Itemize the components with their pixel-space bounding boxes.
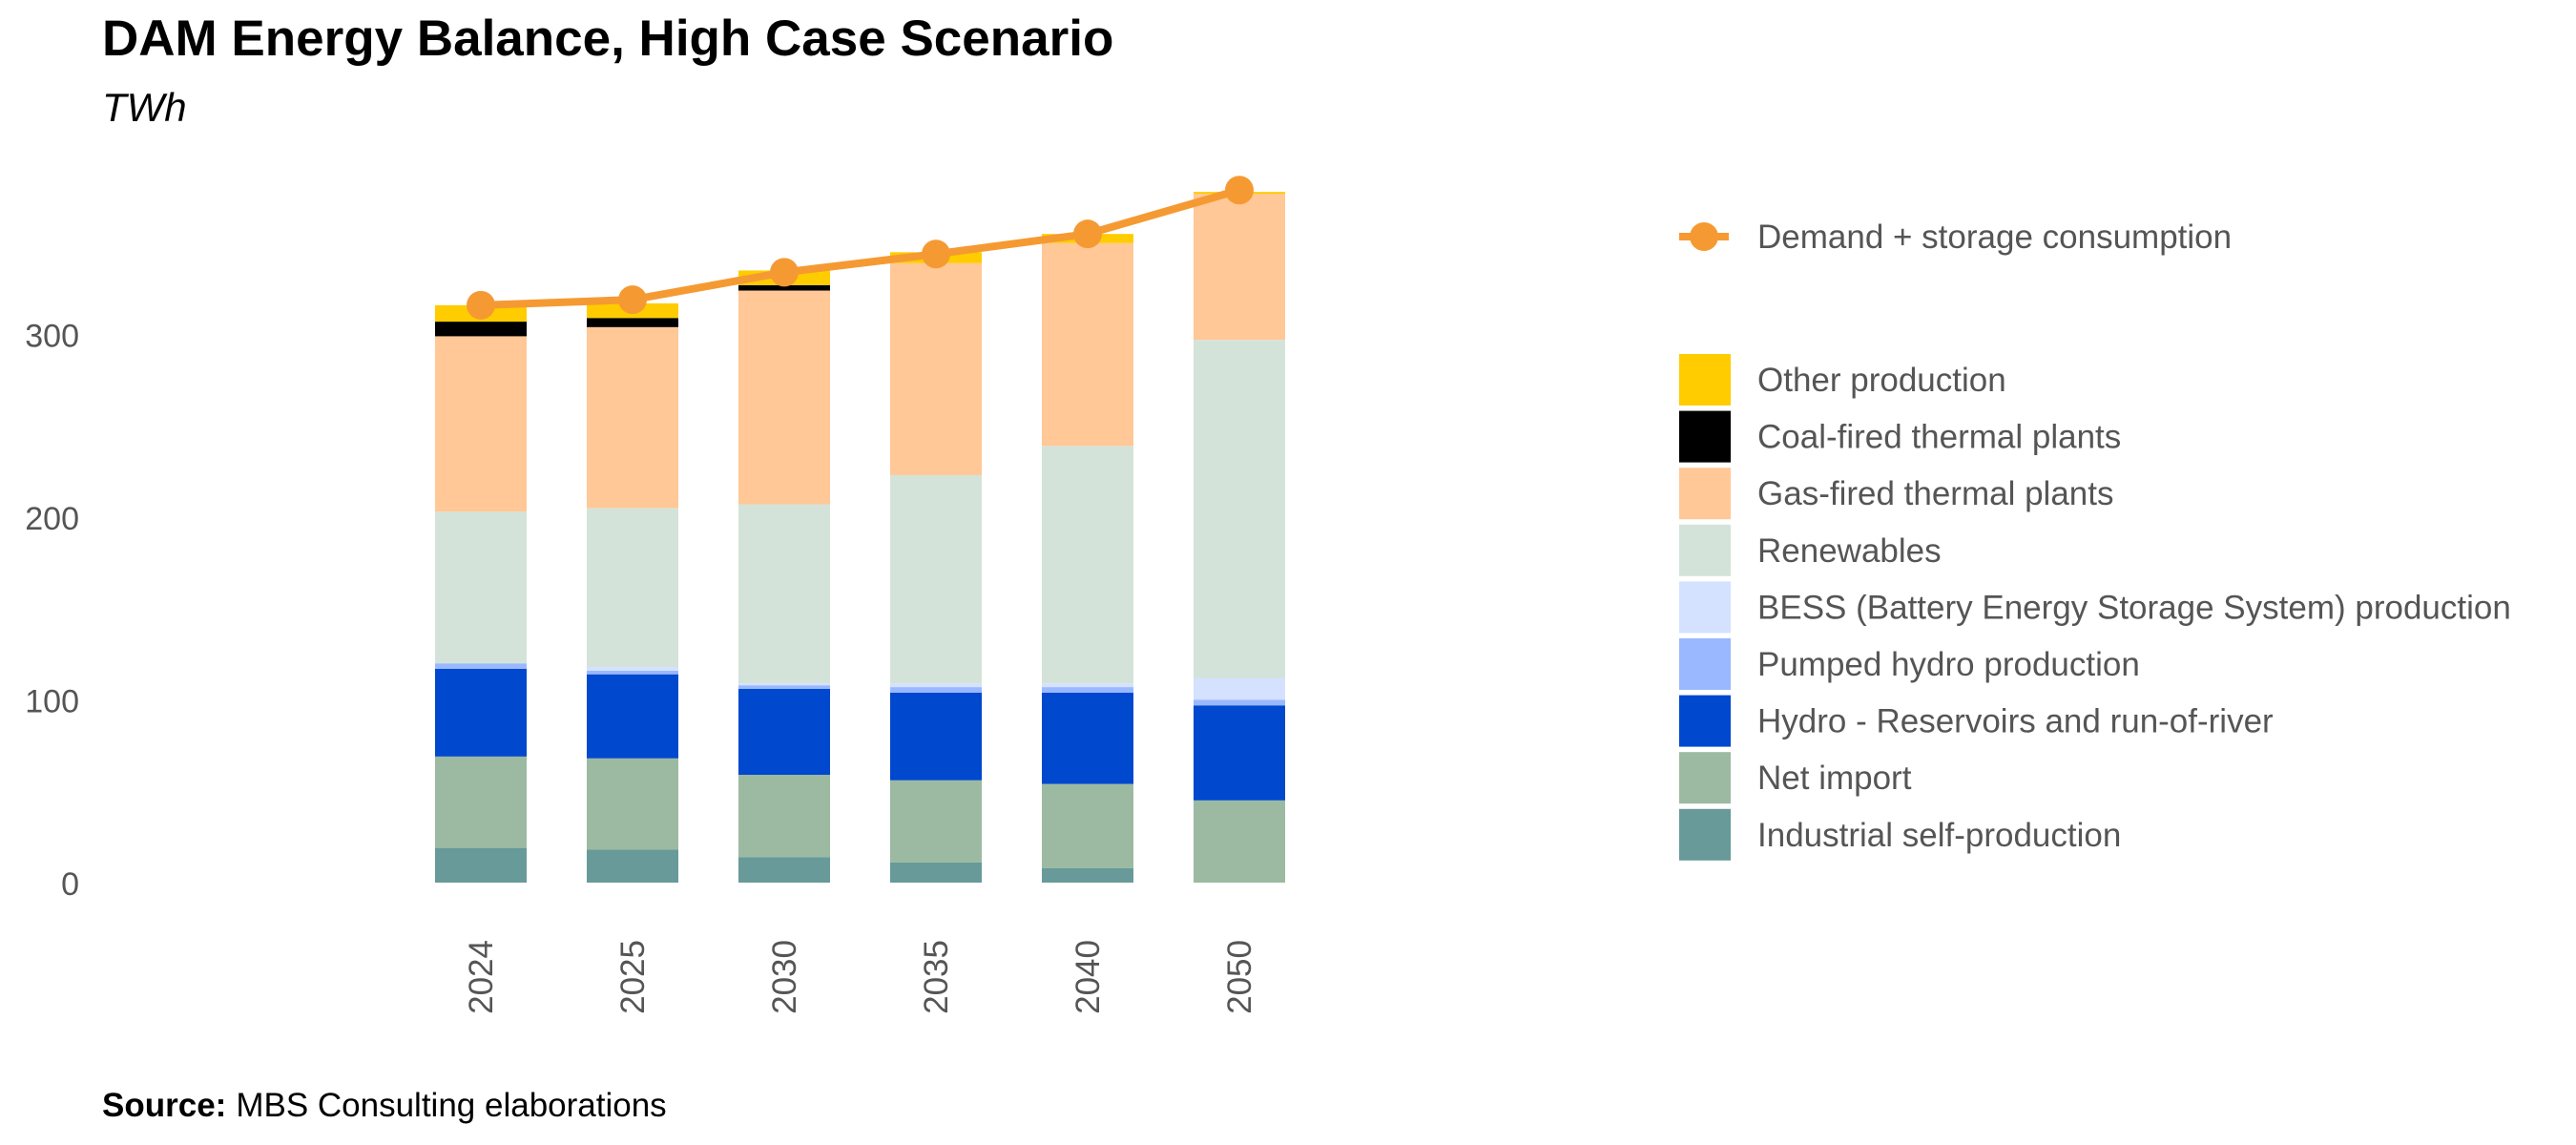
- x-tick-label: 2050: [1221, 940, 1258, 1014]
- bar-segment: [1194, 699, 1285, 706]
- source-label: Source:: [102, 1087, 226, 1124]
- bar-segment: [1042, 692, 1133, 784]
- x-tick-label: 2030: [766, 940, 803, 1014]
- legend-swatch: [1679, 524, 1731, 576]
- legend-label: Hydro - Reservoirs and run-of-river: [1757, 703, 2274, 740]
- bar-segment: [1194, 194, 1285, 341]
- bar-segment: [738, 857, 830, 883]
- bar-segment: [435, 756, 527, 848]
- legend-label: BESS (Battery Energy Storage System) pro…: [1757, 589, 2511, 626]
- x-tick-label: 2025: [614, 940, 652, 1014]
- x-tick-label: 2035: [918, 940, 955, 1014]
- bar-segment: [587, 326, 678, 509]
- bar-segment: [1194, 340, 1285, 678]
- bar-group: [435, 192, 1285, 883]
- legend-label: Pumped hydro production: [1757, 646, 2140, 683]
- bar-segment: [738, 284, 830, 291]
- demand-line: [480, 186, 1241, 309]
- bar-segment: [435, 663, 527, 669]
- legend-label: Net import: [1757, 760, 1912, 797]
- legend-swatch: [1679, 695, 1731, 747]
- demand-point: [618, 285, 647, 315]
- source-text: MBS Consulting elaborations: [236, 1087, 666, 1124]
- bar-segment: [587, 674, 678, 759]
- legend-label: Gas-fired thermal plants: [1757, 475, 2113, 512]
- demand-point: [1073, 219, 1102, 249]
- bar-segment: [738, 683, 830, 686]
- bar-segment: [587, 758, 678, 850]
- bar-segment: [738, 290, 830, 505]
- bar-segment: [1042, 687, 1133, 693]
- demand-line-group: [467, 176, 1254, 320]
- legend-swatch: [1679, 468, 1731, 520]
- y-tick-label: 0: [61, 866, 79, 903]
- bar-segment: [1042, 242, 1133, 447]
- bar-segment: [587, 508, 678, 668]
- legend-label: Demand + storage consumption: [1757, 219, 2232, 256]
- bar-segment: [1042, 446, 1133, 684]
- bar-segment: [738, 689, 830, 776]
- bar-segment: [587, 318, 678, 327]
- legend-swatch: [1679, 808, 1731, 861]
- bar-segment: [435, 668, 527, 757]
- bar-segment: [1042, 683, 1133, 688]
- legend-label: Coal-fired thermal plants: [1757, 419, 2121, 456]
- legend-swatch: [1679, 752, 1731, 804]
- bar-segment: [890, 692, 982, 781]
- bar-segment: [587, 670, 678, 675]
- y-axis: 0 100 200 300: [25, 319, 79, 904]
- bar-segment: [1194, 677, 1285, 700]
- y-tick-label: 200: [25, 501, 79, 537]
- source-caption: Source: MBS Consulting elaborations: [102, 1087, 667, 1124]
- demand-point: [770, 258, 799, 287]
- legend-swatch: [1679, 581, 1731, 634]
- bar-segment: [435, 336, 527, 512]
- bar-segment: [587, 667, 678, 671]
- legend-label: Renewables: [1757, 532, 1942, 570]
- bar-segment: [1194, 800, 1285, 883]
- bar-segment: [890, 687, 982, 693]
- legend-swatch: [1679, 354, 1731, 406]
- demand-point: [467, 290, 495, 320]
- y-tick-label: 300: [25, 319, 79, 355]
- y-tick-label: 100: [25, 684, 79, 720]
- bar-segment: [1194, 705, 1285, 801]
- bar-segment: [738, 775, 830, 858]
- demand-point: [922, 239, 950, 269]
- bar-segment: [435, 847, 527, 883]
- bar-segment: [890, 262, 982, 475]
- chart-title: DAM Energy Balance, High Case Scenario: [102, 10, 1113, 67]
- x-axis: 2024 2025 2030 2035 2040 2050: [463, 940, 1258, 1014]
- legend: Demand + storage consumption Other produc…: [1679, 219, 2511, 861]
- legend-label: Other production: [1757, 362, 2006, 399]
- bar-segment: [587, 849, 678, 883]
- bar-segment: [890, 683, 982, 688]
- bar-segment: [738, 504, 830, 684]
- bar-segment: [890, 474, 982, 684]
- bar-segment: [1042, 867, 1133, 883]
- bar-segment: [890, 780, 982, 863]
- legend-swatch: [1679, 638, 1731, 690]
- legend-label: Industrial self-production: [1757, 817, 2121, 854]
- bar-segment: [1042, 783, 1133, 868]
- bar-segment: [435, 511, 527, 664]
- demand-point: [1225, 176, 1254, 205]
- x-tick-label: 2040: [1070, 940, 1107, 1014]
- legend-line-marker: [1690, 222, 1718, 251]
- chart-subtitle: TWh: [102, 85, 187, 130]
- x-tick-label: 2024: [463, 940, 500, 1014]
- bar-segment: [890, 862, 982, 883]
- bar-segment: [738, 685, 830, 690]
- bar-segment: [435, 322, 527, 337]
- legend-swatch: [1679, 410, 1731, 463]
